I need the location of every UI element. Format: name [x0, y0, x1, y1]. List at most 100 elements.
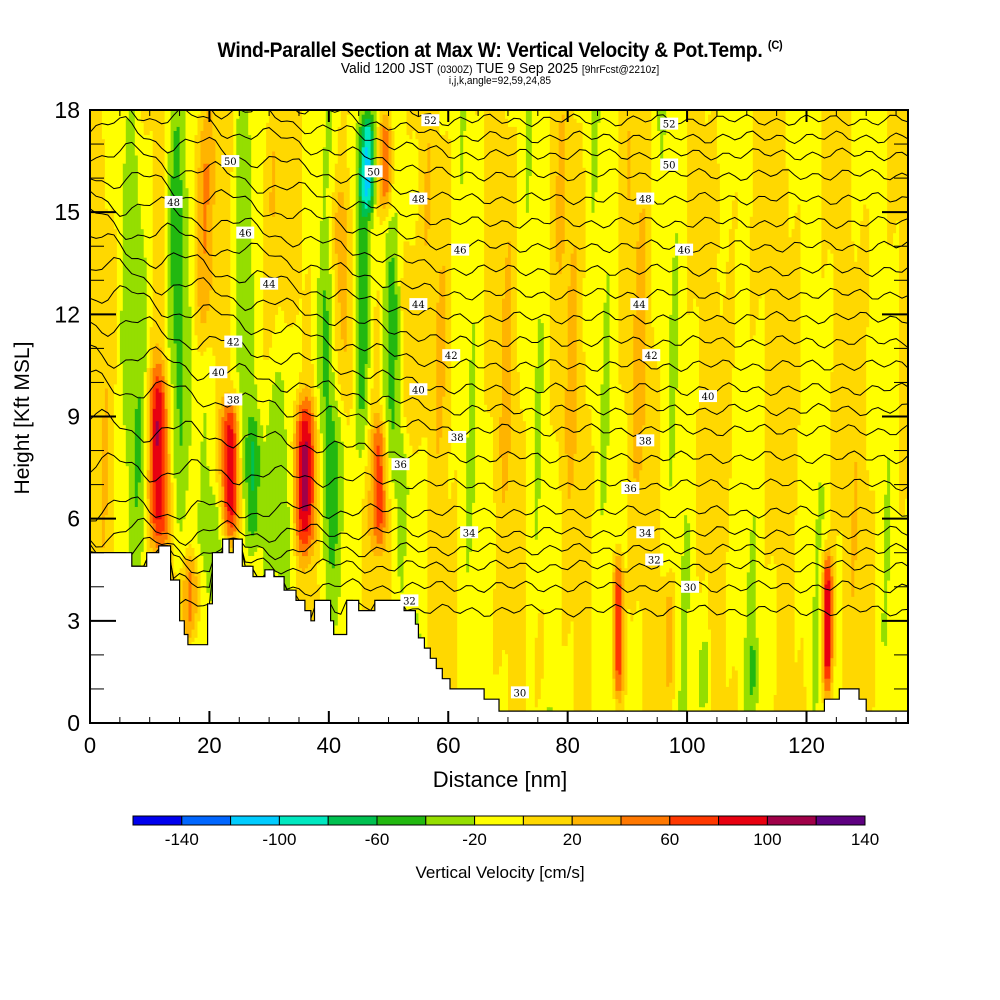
- field-cell: [152, 539, 157, 556]
- field-cell: [296, 314, 300, 389]
- field-cell: [794, 514, 799, 663]
- field-cell: [827, 248, 831, 532]
- field-cell: [884, 645, 888, 723]
- field-cell: [337, 416, 342, 597]
- field-cell: [161, 392, 166, 532]
- field-cell: [101, 138, 106, 418]
- field-cell: [794, 110, 799, 213]
- field-cell: [137, 481, 142, 610]
- field-cell: [104, 387, 109, 516]
- field-cell: [705, 110, 709, 123]
- y-tick-label: 6: [67, 506, 80, 532]
- field-cell: [361, 216, 366, 409]
- field-cell: [899, 514, 903, 716]
- field-cell: [699, 649, 703, 708]
- colorbar-box: [766, 815, 817, 826]
- field-cell: [896, 220, 900, 723]
- field-cell: [579, 110, 584, 123]
- field-cell: [382, 436, 387, 491]
- field-cell: [346, 110, 351, 115]
- field-cell: [293, 555, 297, 618]
- field-cell: [669, 567, 673, 597]
- contour-label-text: 34: [639, 528, 652, 539]
- field-cell: [299, 518, 303, 540]
- colorbar-box: [669, 815, 720, 826]
- field-cell: [630, 110, 634, 622]
- field-cell: [290, 441, 294, 450]
- field-cell: [376, 445, 381, 528]
- field-cell: [442, 396, 446, 723]
- field-cell: [893, 232, 897, 723]
- contour-label: 40: [698, 390, 717, 403]
- field-cell: [863, 110, 867, 205]
- field-cell: [251, 490, 255, 536]
- field-cell: [561, 253, 566, 646]
- field-cell: [182, 518, 187, 557]
- field-cell: [785, 167, 790, 723]
- field-cell: [394, 110, 399, 213]
- field-cell: [618, 702, 622, 716]
- contour-label-text: 42: [645, 351, 658, 362]
- field-cell: [230, 171, 234, 381]
- field-cell: [328, 110, 333, 152]
- contour-label: 50: [221, 155, 240, 168]
- field-cell: [803, 110, 808, 687]
- field-cell: [173, 130, 178, 344]
- field-cell: [164, 355, 169, 381]
- field-cell: [122, 110, 127, 164]
- field-cell: [403, 240, 408, 418]
- field-cell: [448, 453, 452, 499]
- field-cell: [116, 110, 121, 610]
- field-cell: [203, 118, 207, 164]
- colorbar: -140 -100 -60 -20 20 60 100 140: [132, 815, 879, 849]
- field-cell: [582, 351, 587, 723]
- field-cell: [767, 110, 772, 565]
- field-cell: [328, 404, 333, 565]
- field-cell: [555, 110, 560, 176]
- field-cell: [743, 110, 748, 638]
- field-cell: [645, 110, 649, 723]
- field-cell: [203, 322, 207, 352]
- field-cell: [385, 191, 390, 205]
- field-cell: [296, 420, 300, 536]
- field-cell: [391, 428, 396, 483]
- field-cell: [272, 110, 276, 152]
- field-cell: [376, 424, 381, 446]
- field-cell: [508, 126, 512, 242]
- field-cell: [872, 110, 876, 491]
- field-cell: [469, 110, 473, 360]
- isentrope-43: [90, 233, 908, 325]
- field-cell: [791, 110, 796, 230]
- isentrope-52: [358, 110, 908, 128]
- field-cell: [173, 110, 178, 131]
- field-cell: [621, 690, 625, 712]
- field-cell: [310, 363, 315, 397]
- field-cell: [702, 641, 706, 708]
- field-cell: [824, 539, 828, 552]
- y-tick-label: 12: [54, 301, 80, 327]
- field-cell: [206, 163, 210, 205]
- field-cell: [361, 498, 366, 720]
- field-cell: [224, 110, 228, 393]
- field-cell: [749, 338, 754, 532]
- field-cell: [299, 551, 303, 569]
- field-cell: [830, 657, 834, 683]
- field-cell: [388, 457, 393, 499]
- field-cell: [388, 208, 393, 221]
- field-cell: [263, 159, 267, 360]
- field-cell: [334, 543, 339, 626]
- field-cell: [827, 678, 831, 691]
- field-cell: [537, 110, 542, 320]
- field-cell: [839, 530, 843, 723]
- field-cell: [788, 110, 793, 238]
- field-cell: [343, 208, 348, 352]
- field-cell: [257, 486, 261, 548]
- field-cell: [669, 110, 673, 315]
- field-cell: [752, 110, 757, 336]
- field-cell: [167, 150, 172, 348]
- field-cell: [155, 387, 160, 422]
- field-cell: [206, 465, 210, 593]
- field-cell: [349, 208, 354, 409]
- field-cell: [224, 404, 228, 422]
